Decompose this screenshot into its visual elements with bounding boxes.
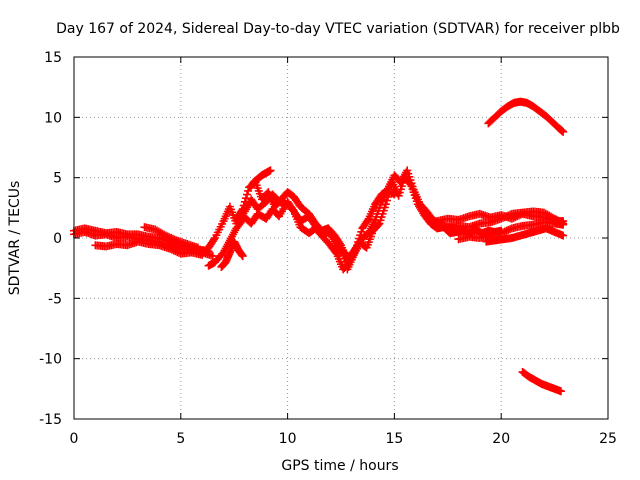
data-point <box>173 248 182 257</box>
series-arc-7 <box>217 237 247 271</box>
data-point <box>340 254 349 263</box>
x-axis-label: GPS time / hours <box>281 458 398 474</box>
data-point <box>381 200 390 209</box>
data-point <box>165 233 174 242</box>
data-point <box>208 252 217 261</box>
data-points <box>70 97 568 396</box>
series-arc-9 <box>249 166 275 187</box>
series-arc-10 <box>337 172 506 274</box>
data-point <box>209 235 218 244</box>
data-point <box>238 252 247 261</box>
data-point <box>559 127 568 136</box>
data-point <box>167 245 176 254</box>
x-tick-label: 15 <box>385 431 403 447</box>
y-tick-label: -10 <box>39 352 62 368</box>
data-point <box>193 243 202 252</box>
data-point <box>337 243 345 252</box>
data-point <box>168 234 177 243</box>
x-tick-labels: 0 5 10 15 20 25 <box>70 57 617 447</box>
data-point <box>338 247 347 256</box>
data-point <box>500 213 509 222</box>
data-point <box>331 248 340 257</box>
chart-title: Day 167 of 2024, Sidereal Day-to-day VTE… <box>56 21 620 37</box>
y-tick-label: 0 <box>53 231 62 247</box>
data-point <box>382 196 391 205</box>
y-tick-label: 5 <box>53 171 62 187</box>
data-point <box>243 190 252 199</box>
data-point <box>240 197 249 206</box>
data-point <box>502 212 511 221</box>
data-point <box>363 216 372 225</box>
data-point <box>504 211 513 220</box>
data-point <box>502 226 511 235</box>
data-point <box>335 239 344 248</box>
y-tick-label: 10 <box>44 110 62 126</box>
data-point <box>241 194 250 203</box>
data-point <box>239 201 248 210</box>
data-point <box>498 213 507 222</box>
y-tick-label: -15 <box>39 412 62 428</box>
data-point <box>406 180 415 189</box>
data-point <box>559 220 568 229</box>
data-point <box>374 220 383 229</box>
series-arc-16 <box>518 367 566 396</box>
series-arc-3 <box>91 237 207 259</box>
data-point <box>506 210 515 219</box>
data-point <box>169 246 178 255</box>
data-point <box>500 227 509 236</box>
x-tick-label: 25 <box>599 431 617 447</box>
data-point <box>238 205 247 214</box>
series-arc-4 <box>140 223 202 252</box>
data-point <box>163 232 172 241</box>
data-point <box>383 192 392 201</box>
data-point <box>557 387 566 396</box>
data-point <box>237 206 246 215</box>
data-point <box>160 230 169 239</box>
data-point <box>266 166 275 175</box>
data-point <box>385 189 394 198</box>
data-point <box>171 247 180 256</box>
data-point <box>166 244 175 253</box>
data-point <box>506 225 515 234</box>
y-tick-label: -5 <box>48 291 62 307</box>
data-point <box>288 205 297 214</box>
data-point <box>559 231 568 240</box>
y-axis-label: SDTVAR / TECUs <box>7 181 23 296</box>
data-point <box>170 235 179 244</box>
data-point <box>167 234 176 242</box>
x-tick-label: 20 <box>492 431 510 447</box>
data-point <box>504 225 513 234</box>
data-point <box>244 186 253 195</box>
data-point <box>498 228 507 237</box>
data-point <box>339 250 348 259</box>
series-arc-15 <box>484 97 568 136</box>
data-point <box>497 214 506 223</box>
x-tick-label: 10 <box>279 431 297 447</box>
x-tick-label: 0 <box>70 431 79 447</box>
series-arc-14 <box>482 224 568 246</box>
y-tick-labels: 15 10 5 0 -5 -10 -15 <box>39 50 608 428</box>
series-arc-12 <box>443 207 568 233</box>
y-tick-label: 15 <box>44 50 62 66</box>
data-point <box>161 231 170 240</box>
series-arc-13 <box>454 218 568 244</box>
x-tick-label: 5 <box>176 431 185 447</box>
